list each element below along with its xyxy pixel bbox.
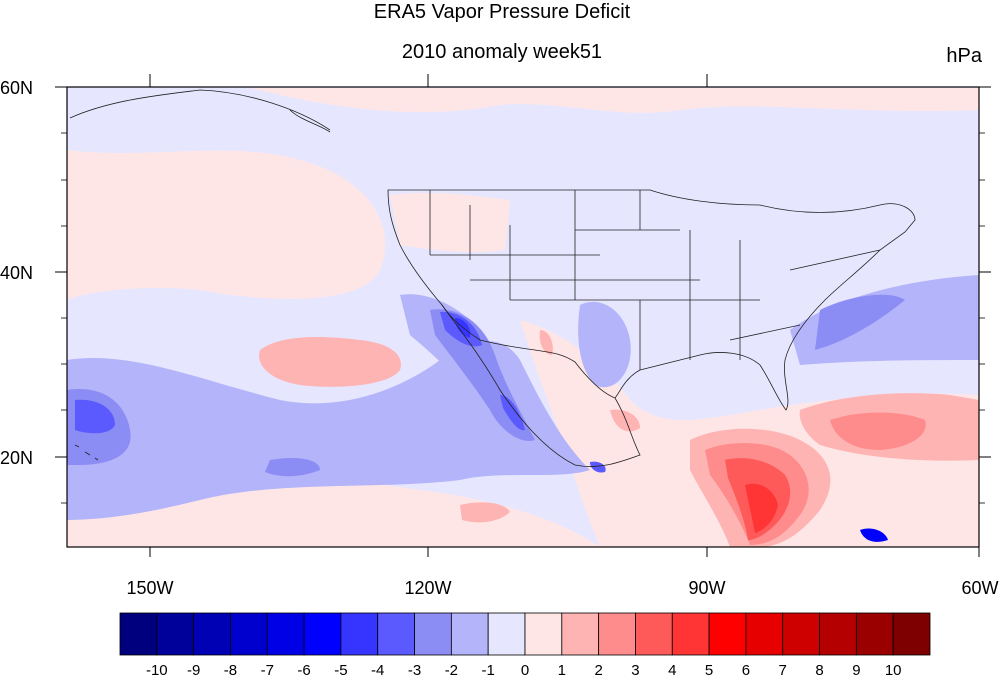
- colorbar-swatch: [303, 612, 342, 656]
- colorbar-label: -3: [408, 662, 421, 679]
- colorbar-swatch: [156, 612, 195, 656]
- mexico-outline: [441, 304, 641, 467]
- minor-ticks: [61, 132, 985, 504]
- anomaly-region: [745, 483, 778, 533]
- anomaly-region: [250, 88, 979, 113]
- colorbar-swatch: [708, 612, 747, 656]
- x-tick-label: 120W: [404, 578, 451, 598]
- anomaly-region: [460, 502, 510, 523]
- figure-title: ERA5 Vapor Pressure Deficit: [373, 1, 631, 23]
- colorbar-swatch: [524, 612, 563, 656]
- colorbar-label: -1: [482, 662, 495, 679]
- colorbar-label: 10: [885, 662, 902, 679]
- colorbar-label: -10: [146, 662, 168, 679]
- colorbar-label: 6: [742, 662, 750, 679]
- colorbar-swatch: [266, 612, 305, 656]
- units-label: hPa: [946, 45, 982, 67]
- colorbar-label: 4: [668, 662, 676, 679]
- colorbar-swatch: [892, 612, 931, 656]
- map-frame: [66, 86, 980, 548]
- hawaii-islands: [74, 444, 99, 461]
- colorbar-label: -7: [261, 662, 274, 679]
- x-tick-label: 60W: [961, 578, 998, 598]
- anomaly-field: [67, 88, 979, 547]
- colorbar: -10 -9 -8 -7 -6 -5 -4 -3 -2 -1 0 1 2 3 4 5 6 7 8 9 10: [119, 612, 931, 679]
- colorbar-swatch: [450, 612, 489, 656]
- anomaly-region: [75, 399, 115, 434]
- colorbar-label: -5: [334, 662, 347, 679]
- y-tick-label: 40N: [0, 263, 33, 283]
- colorbar-swatch: [745, 612, 784, 656]
- y-tick-label: 60N: [0, 78, 33, 98]
- colorbar-label: -8: [224, 662, 237, 679]
- anomaly-region: [67, 150, 386, 300]
- anomaly-region: [455, 318, 471, 338]
- colorbar-label: -6: [297, 662, 310, 679]
- colorbar-swatch: [819, 612, 857, 656]
- colorbar-label: -2: [445, 662, 458, 679]
- colorbar-label: 8: [815, 662, 823, 679]
- anomaly-region: [578, 301, 631, 388]
- anomaly-region: [259, 337, 401, 387]
- colorbar-swatch: [230, 612, 268, 656]
- colorbar-label: -9: [187, 662, 200, 679]
- colorbar-swatch: [414, 612, 452, 656]
- colorbar-swatch: [340, 612, 379, 656]
- colorbar-swatch: [671, 612, 710, 656]
- colorbar-label: -4: [371, 662, 384, 679]
- anomaly-region: [67, 341, 590, 520]
- colorbar-swatch: [635, 612, 673, 656]
- colorbar-label: 9: [852, 662, 860, 679]
- colorbar-swatch: [119, 612, 158, 656]
- anomaly-region: [390, 192, 510, 253]
- y-tick-label: 20N: [0, 448, 33, 468]
- axis-ticks: [55, 74, 991, 557]
- us-outline: [387, 189, 916, 411]
- figure-subtitle: 2010 anomaly week51: [401, 41, 603, 63]
- anomaly-region: [539, 330, 553, 355]
- land-boundaries: [69, 89, 916, 467]
- colorbar-label: 0: [521, 662, 529, 679]
- colorbar-label: 2: [594, 662, 602, 679]
- anomaly-region: [500, 395, 525, 431]
- colorbar-label: 5: [705, 662, 713, 679]
- state-boundaries: [429, 190, 881, 370]
- alaska-outline: [69, 89, 331, 133]
- colorbar-swatch: [377, 612, 415, 656]
- colorbar-swatch: [855, 612, 894, 656]
- x-tick-label: 90W: [688, 578, 725, 598]
- colorbar-swatch: [487, 612, 526, 656]
- anomaly-region: [830, 412, 926, 450]
- map-panel: 60N 40N 20N 150W 120W 90W 60W: [0, 74, 999, 598]
- colorbar-swatch: [782, 612, 820, 656]
- colorbar-label: 3: [631, 662, 639, 679]
- anomaly-region: [790, 275, 979, 365]
- anomaly-region: [265, 458, 320, 477]
- anomaly-region: [860, 528, 888, 542]
- anomaly-region: [590, 461, 606, 473]
- colorbar-label: 1: [558, 662, 566, 679]
- colorbar-swatch: [598, 612, 636, 656]
- colorbar-swatch: [193, 612, 231, 656]
- anomaly-region: [610, 409, 640, 432]
- x-tick-label: 150W: [126, 578, 173, 598]
- colorbar-swatch: [561, 612, 600, 656]
- anomaly-region: [815, 294, 905, 350]
- colorbar-label: 7: [779, 662, 787, 679]
